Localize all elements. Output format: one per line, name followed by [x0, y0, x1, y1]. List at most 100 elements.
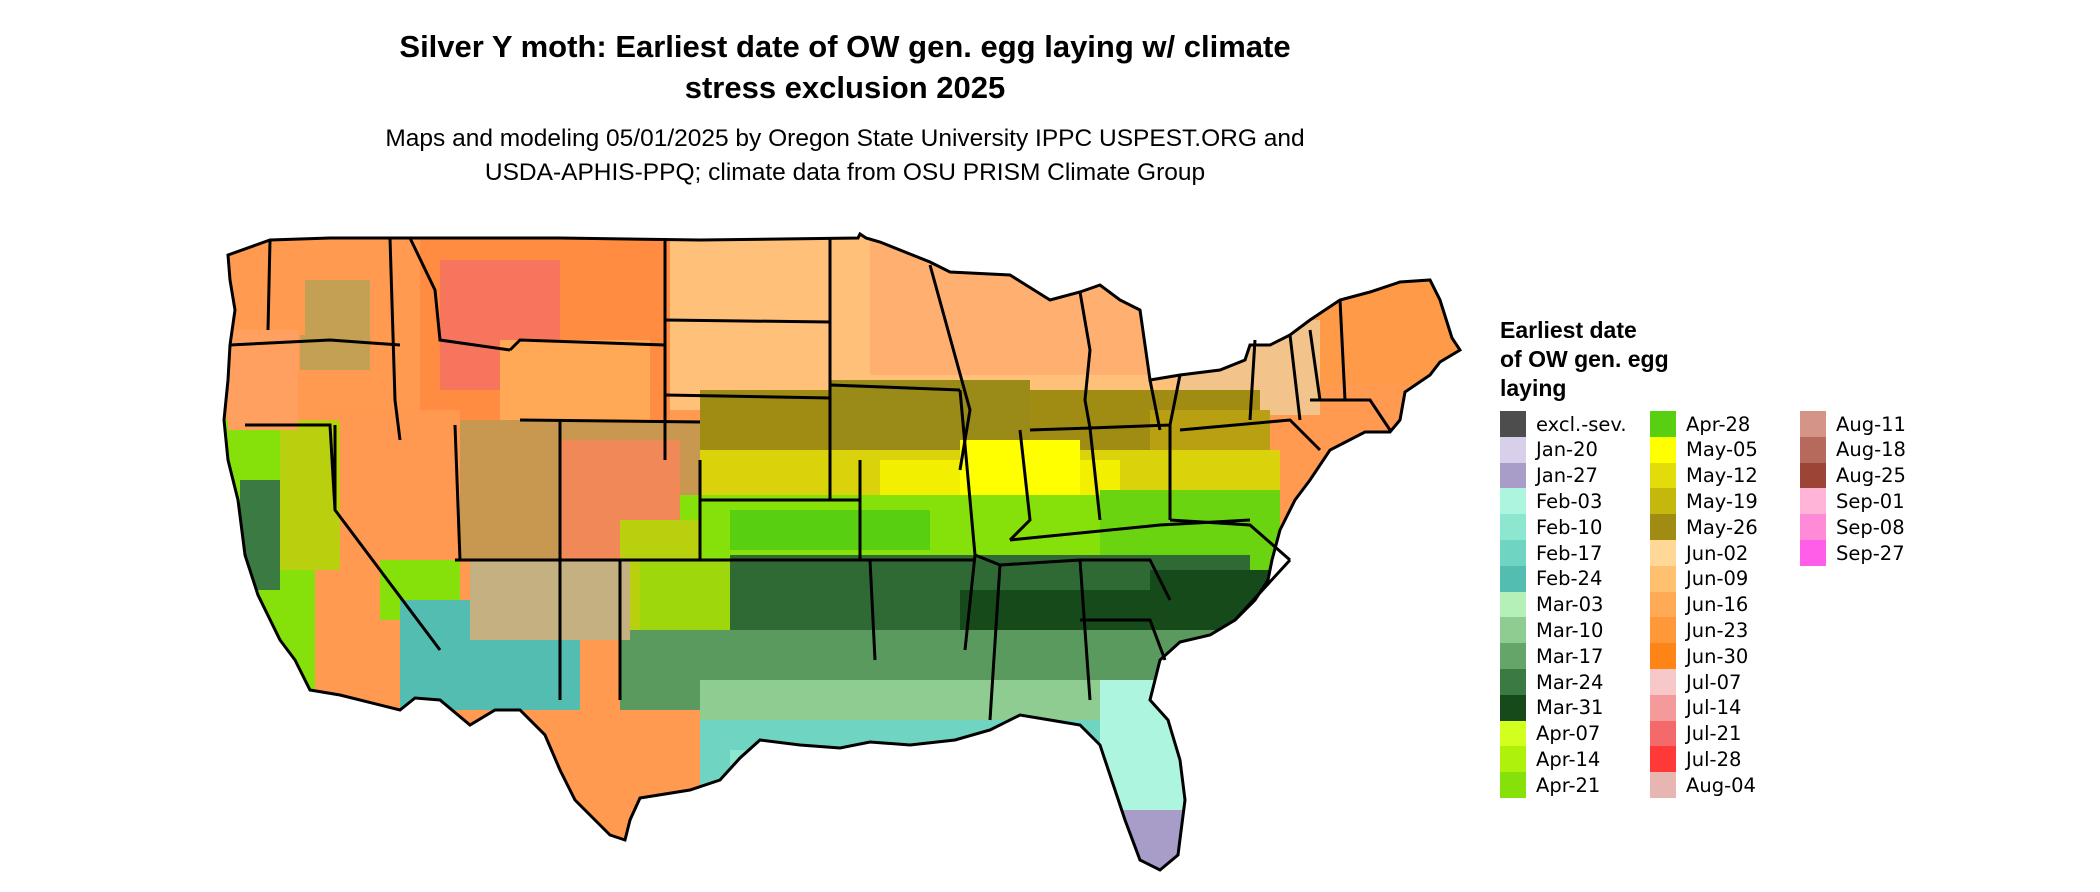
legend-swatch [1800, 514, 1826, 541]
legend-swatch [1500, 488, 1526, 515]
legend-swatch [1650, 436, 1676, 463]
map-legend: excl.-sev. Jan-20 Jan-27 Feb-03 Feb-10 Feb-17… [1500, 411, 1920, 801]
legend-swatch [1500, 643, 1526, 670]
map-title: Silver Y moth: Earliest date of OW gen. … [230, 26, 1460, 108]
legend-item: Apr-21 [1500, 772, 1601, 799]
legend-label: Jun-16 [1686, 593, 1749, 617]
legend-item: Aug-04 [1650, 772, 1756, 799]
legend-swatch [1800, 411, 1826, 437]
legend-label: Apr-07 [1536, 722, 1601, 746]
legend-label: Apr-14 [1536, 747, 1601, 771]
legend-item: Aug-25 [1800, 462, 1906, 489]
legend-label: Sep-08 [1836, 515, 1905, 539]
legend-swatch [1800, 488, 1826, 515]
legend-label: Aug-04 [1686, 773, 1756, 797]
legend-item: Mar-10 [1500, 617, 1604, 644]
legend-item: May-19 [1650, 488, 1758, 515]
legend-label: Jul-28 [1686, 747, 1742, 771]
legend-label: Jul-21 [1686, 722, 1742, 746]
legend-item: Apr-07 [1500, 720, 1601, 747]
legend-label: Jun-23 [1686, 618, 1749, 642]
legend-item: Feb-24 [1500, 565, 1603, 592]
legend-swatch [1500, 540, 1526, 566]
legend-swatch [1500, 436, 1526, 463]
legend-title-line-1: Earliest date [1500, 317, 1637, 343]
legend-swatch [1500, 746, 1526, 773]
legend-label: Apr-28 [1686, 412, 1751, 436]
legend-swatch [1650, 411, 1676, 437]
legend-item: Sep-27 [1800, 540, 1905, 566]
legend-swatch [1500, 772, 1526, 799]
legend-swatch [1800, 540, 1826, 566]
legend-item: Aug-11 [1800, 411, 1906, 437]
legend-swatch [1500, 720, 1526, 747]
legend-label: Apr-21 [1536, 773, 1601, 797]
legend-label: May-05 [1686, 438, 1758, 462]
legend-label: May-26 [1686, 515, 1758, 539]
legend-title-line-2: of OW gen. egg [1500, 346, 1669, 372]
legend-swatch [1650, 462, 1676, 489]
legend-label: excl.-sev. [1536, 412, 1627, 436]
legend-swatch [1650, 746, 1676, 773]
legend-item: Mar-17 [1500, 643, 1604, 670]
legend-item: Sep-01 [1800, 488, 1905, 515]
legend-swatch [1650, 643, 1676, 670]
legend-label: Mar-03 [1536, 593, 1604, 617]
legend-swatch [1650, 514, 1676, 541]
legend-swatch [1650, 669, 1676, 695]
map-subtitle: Maps and modeling 05/01/2025 by Oregon S… [230, 122, 1460, 190]
legend-label: Mar-17 [1536, 644, 1604, 668]
legend-label: Feb-10 [1536, 515, 1603, 539]
legend-item: Jun-09 [1650, 565, 1749, 592]
legend-swatch [1500, 514, 1526, 541]
legend-label: Feb-17 [1536, 541, 1603, 565]
legend-item: Aug-18 [1800, 436, 1906, 463]
state-boundaries [222, 232, 1462, 872]
legend-label: Feb-03 [1536, 489, 1603, 513]
legend-item: Jan-27 [1500, 462, 1598, 489]
legend-item: Jul-21 [1650, 720, 1742, 747]
legend-label: Aug-25 [1836, 464, 1906, 488]
us-phenology-map [222, 232, 1462, 872]
legend-title: Earliest date of OW gen. egg laying [1500, 316, 1730, 403]
legend-item: Feb-17 [1500, 540, 1602, 566]
legend-label: Feb-24 [1536, 567, 1603, 591]
legend-label: Jun-30 [1686, 644, 1749, 668]
legend-swatch [1500, 462, 1526, 489]
legend-swatch [1650, 591, 1676, 618]
legend-label: Mar-24 [1536, 670, 1604, 694]
legend-swatch [1650, 617, 1676, 644]
legend-item: Jun-30 [1650, 643, 1749, 670]
legend-label: Jul-14 [1686, 696, 1742, 720]
legend-swatch [1500, 694, 1526, 721]
map-subtitle-line-2: USDA-APHIS-PPQ; climate data from OSU PR… [484, 159, 1206, 186]
legend-swatch [1650, 772, 1676, 799]
legend-swatch [1500, 669, 1526, 695]
legend-swatch [1800, 436, 1826, 463]
legend-item: Jun-16 [1650, 591, 1749, 618]
legend-item: Apr-14 [1500, 746, 1601, 773]
legend-item: Mar-24 [1500, 669, 1603, 695]
legend-swatch [1650, 565, 1676, 592]
legend-label: Jan-27 [1536, 464, 1598, 488]
legend-item: May-26 [1650, 514, 1758, 541]
legend-label: Sep-01 [1836, 489, 1905, 513]
legend-title-line-3: laying [1500, 375, 1567, 401]
map-title-line-2: stress exclusion 2025 [684, 70, 1006, 105]
legend-swatch [1650, 488, 1676, 515]
legend-swatch [1500, 565, 1526, 592]
legend-item: Sep-08 [1800, 514, 1905, 541]
legend-item: excl.-sev. [1500, 411, 1627, 437]
legend-item: Feb-03 [1500, 488, 1603, 515]
legend-item: Feb-10 [1500, 514, 1603, 541]
legend-swatch [1650, 694, 1676, 721]
legend-swatch [1650, 540, 1676, 566]
legend-item: Jun-02 [1650, 540, 1748, 566]
legend-label: Mar-10 [1536, 618, 1604, 642]
legend-label: Jun-02 [1686, 541, 1749, 565]
legend-label: May-12 [1686, 464, 1758, 488]
legend-label: Jul-07 [1686, 670, 1742, 694]
legend-label: Jun-09 [1686, 567, 1749, 591]
legend-item: May-05 [1650, 436, 1758, 463]
legend-label: Jan-20 [1536, 438, 1598, 462]
